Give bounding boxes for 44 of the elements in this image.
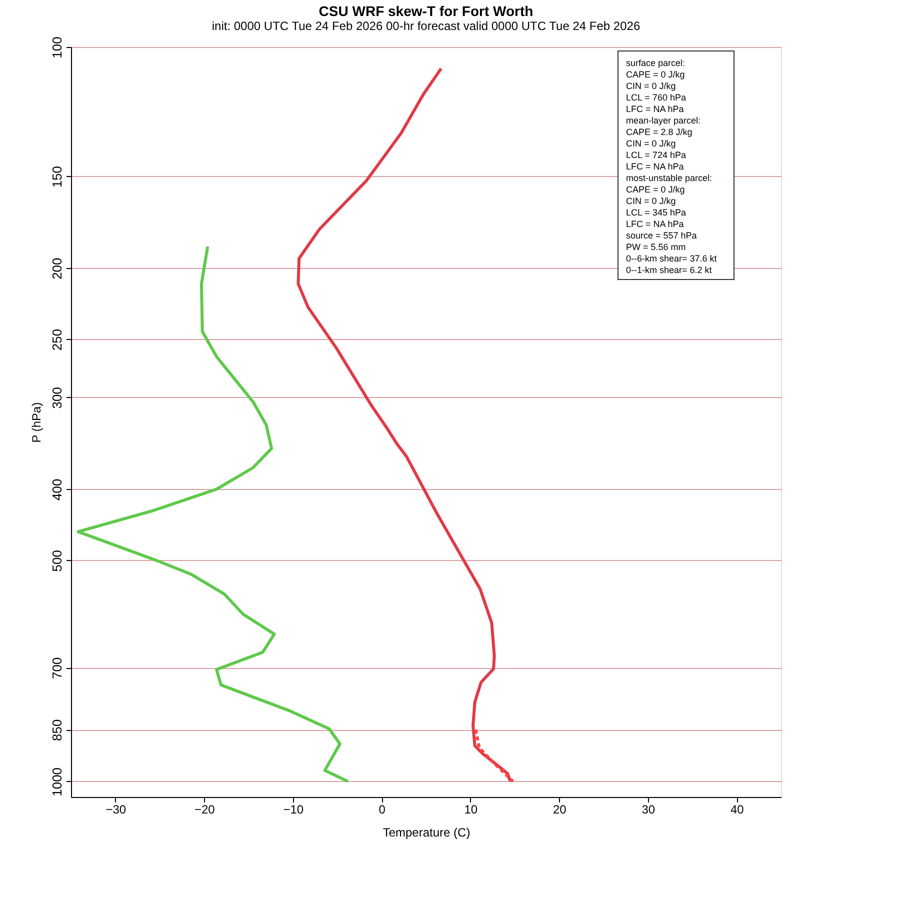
x-tick-label: −30: [106, 802, 126, 816]
annotation: CAPE = 0 J/kg: [626, 70, 685, 80]
annotation: surface parcel:: [626, 58, 686, 68]
x-tick-label: 20: [552, 802, 567, 816]
y-tick-label: 500: [50, 550, 64, 572]
annotation: LFC = NA hPa: [626, 162, 684, 172]
annotation: mean-layer parcel:: [626, 116, 701, 126]
line-series: [76, 245, 350, 783]
y-tick-label: 250: [50, 328, 64, 351]
annotation: LFC = NA hPa: [626, 219, 684, 229]
line-series: [474, 728, 514, 783]
y-axis-title: P (hPa): [30, 402, 44, 443]
y-tick-label: 700: [50, 657, 64, 680]
annotation: LCL = 724 hPa: [626, 150, 686, 160]
annotation: LCL = 345 hPa: [626, 208, 686, 218]
x-tick-label: −10: [283, 802, 304, 816]
y-tick-label: 1000: [50, 767, 64, 796]
x-tick-label: 40: [730, 802, 744, 816]
annotation: CIN = 0 J/kg: [626, 81, 676, 91]
y-tick-label: 150: [50, 166, 64, 188]
chart-title: CSU WRF skew-T for Fort Worth: [318, 3, 534, 20]
annotation: source = 557 hPa: [626, 230, 697, 240]
x-tick-label: 0: [378, 802, 386, 816]
y-tick-label: 300: [50, 387, 64, 409]
annotation: CAPE = 2.8 J/kg: [626, 127, 692, 137]
annotation: PW = 5.56 mm: [626, 242, 686, 252]
x-tick-label: 10: [464, 802, 478, 816]
annotation: LCL = 760 hPa: [626, 92, 686, 102]
line-series: [296, 67, 512, 783]
x-tick-label: 30: [642, 802, 656, 816]
y-tick-label: 850: [50, 719, 64, 741]
annotation: most-unstable parcel:: [626, 173, 712, 183]
annotation: 0--1-km shear= 6.2 kt: [626, 265, 712, 275]
y-tick-label: 200: [50, 258, 64, 280]
x-tick-label: −20: [194, 802, 216, 816]
chart-subtitle: init: 0000 UTC Tue 24 Feb 2026 00-hr forecast valid 0000 UTC Tue 24 Feb 2026: [212, 19, 640, 34]
x-axis-title: Temperature (C): [382, 826, 470, 840]
annotation: CAPE = 0 J/kg: [626, 184, 685, 194]
annotation: CIN = 0 J/kg: [626, 138, 676, 148]
y-tick-label: 100: [50, 36, 64, 58]
annotation: LFC = NA hPa: [626, 104, 684, 114]
annotation: 0--6-km shear= 37.6 kt: [626, 254, 718, 264]
y-tick-label: 400: [50, 478, 64, 501]
annotation: CIN = 0 J/kg: [626, 196, 676, 206]
